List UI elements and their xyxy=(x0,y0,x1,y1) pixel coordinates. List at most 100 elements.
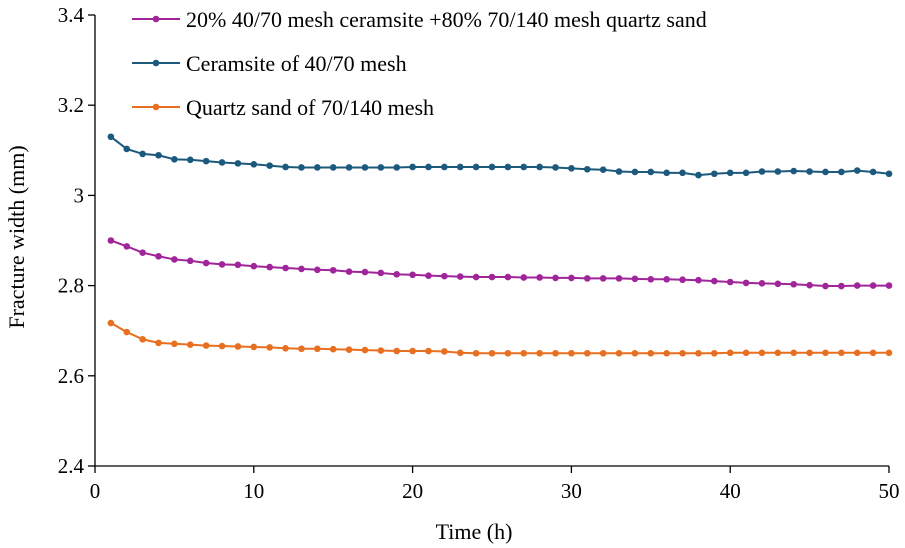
data-point xyxy=(456,273,464,280)
data-point xyxy=(663,349,670,357)
data-point xyxy=(536,163,543,171)
data-point xyxy=(298,265,305,273)
x-tick-label: 50 xyxy=(879,479,900,503)
data-point xyxy=(409,271,416,279)
data-point xyxy=(186,341,194,348)
data-point xyxy=(314,164,321,171)
y-axis-title: Fracture width (mm) xyxy=(4,145,29,328)
data-point xyxy=(186,156,194,164)
x-tick-label: 40 xyxy=(720,479,741,503)
data-point xyxy=(202,157,210,165)
data-point xyxy=(123,328,131,336)
legend-swatch-marker xyxy=(152,103,160,111)
data-point xyxy=(536,349,543,357)
data-point xyxy=(123,145,131,153)
x-tick-label: 0 xyxy=(90,479,101,503)
data-point xyxy=(552,349,559,357)
data-point xyxy=(568,349,575,357)
data-point xyxy=(218,342,226,350)
data-point xyxy=(472,273,480,281)
x-tick-label: 20 xyxy=(402,479,423,503)
data-point xyxy=(869,349,877,357)
data-point xyxy=(393,347,401,355)
data-point xyxy=(822,349,829,357)
data-point xyxy=(520,163,528,171)
data-point xyxy=(409,163,416,171)
data-point xyxy=(790,280,798,288)
data-point xyxy=(758,280,766,287)
data-point xyxy=(393,164,401,171)
data-point xyxy=(314,266,321,274)
data-point xyxy=(107,319,115,327)
y-tick-label: 3.2 xyxy=(58,93,84,117)
data-point xyxy=(425,347,432,355)
data-point xyxy=(139,335,146,343)
data-point xyxy=(171,156,178,163)
data-point xyxy=(186,257,194,265)
data-point xyxy=(663,169,670,177)
data-point xyxy=(218,159,226,166)
data-point xyxy=(885,282,893,289)
data-point xyxy=(504,273,512,281)
data-point xyxy=(361,268,369,276)
data-point xyxy=(599,275,607,282)
data-point xyxy=(838,349,845,357)
data-point xyxy=(631,349,639,357)
data-point xyxy=(568,274,575,282)
data-point xyxy=(171,256,178,263)
data-point xyxy=(282,163,289,171)
legend: 20% 40/70 mesh ceramsite +80% 70/140 mes… xyxy=(132,7,707,120)
data-point xyxy=(695,276,702,284)
data-point xyxy=(647,168,655,176)
data-point xyxy=(504,349,512,357)
data-point xyxy=(425,163,432,171)
series-2 xyxy=(107,133,893,179)
plot-area xyxy=(107,133,893,357)
data-point xyxy=(234,160,242,167)
data-point xyxy=(345,164,353,171)
data-point xyxy=(472,349,480,357)
data-point xyxy=(583,349,591,357)
x-tick-label: 30 xyxy=(561,479,582,503)
data-point xyxy=(552,274,559,282)
data-point xyxy=(758,349,766,357)
data-point xyxy=(123,243,131,250)
x-tick-label: 10 xyxy=(243,479,264,503)
data-point xyxy=(806,168,813,175)
data-point xyxy=(107,237,115,244)
legend-entry-1: 20% 40/70 mesh ceramsite +80% 70/140 mes… xyxy=(132,7,707,32)
data-point xyxy=(615,275,623,282)
axes: 2.4 2.6 2.8 3 3.2 3.4 0 10 20 30 40 50 xyxy=(58,3,900,503)
data-point xyxy=(552,164,559,171)
data-point xyxy=(488,163,496,171)
data-point xyxy=(441,163,448,171)
data-point xyxy=(266,263,273,271)
data-point xyxy=(631,275,639,283)
data-point xyxy=(155,252,162,260)
legend-label: Quartz sand of 70/140 mesh xyxy=(186,95,434,120)
data-point xyxy=(202,342,210,349)
data-point xyxy=(266,344,273,351)
data-point xyxy=(758,168,766,175)
data-point xyxy=(853,282,861,289)
data-point xyxy=(583,275,591,282)
data-point xyxy=(742,279,750,287)
data-point xyxy=(631,168,639,176)
data-point xyxy=(361,164,369,171)
legend-swatch-marker xyxy=(152,15,160,23)
data-point xyxy=(822,282,829,290)
data-point xyxy=(774,168,782,175)
data-point xyxy=(234,343,242,350)
data-point xyxy=(266,162,273,169)
data-point xyxy=(742,349,750,357)
data-point xyxy=(314,345,321,353)
data-point xyxy=(282,344,289,352)
data-point xyxy=(425,272,432,279)
data-point xyxy=(345,268,353,275)
data-point xyxy=(583,165,591,173)
data-point xyxy=(171,340,178,348)
data-point xyxy=(456,349,464,357)
data-point xyxy=(790,167,798,175)
data-point xyxy=(377,269,385,277)
